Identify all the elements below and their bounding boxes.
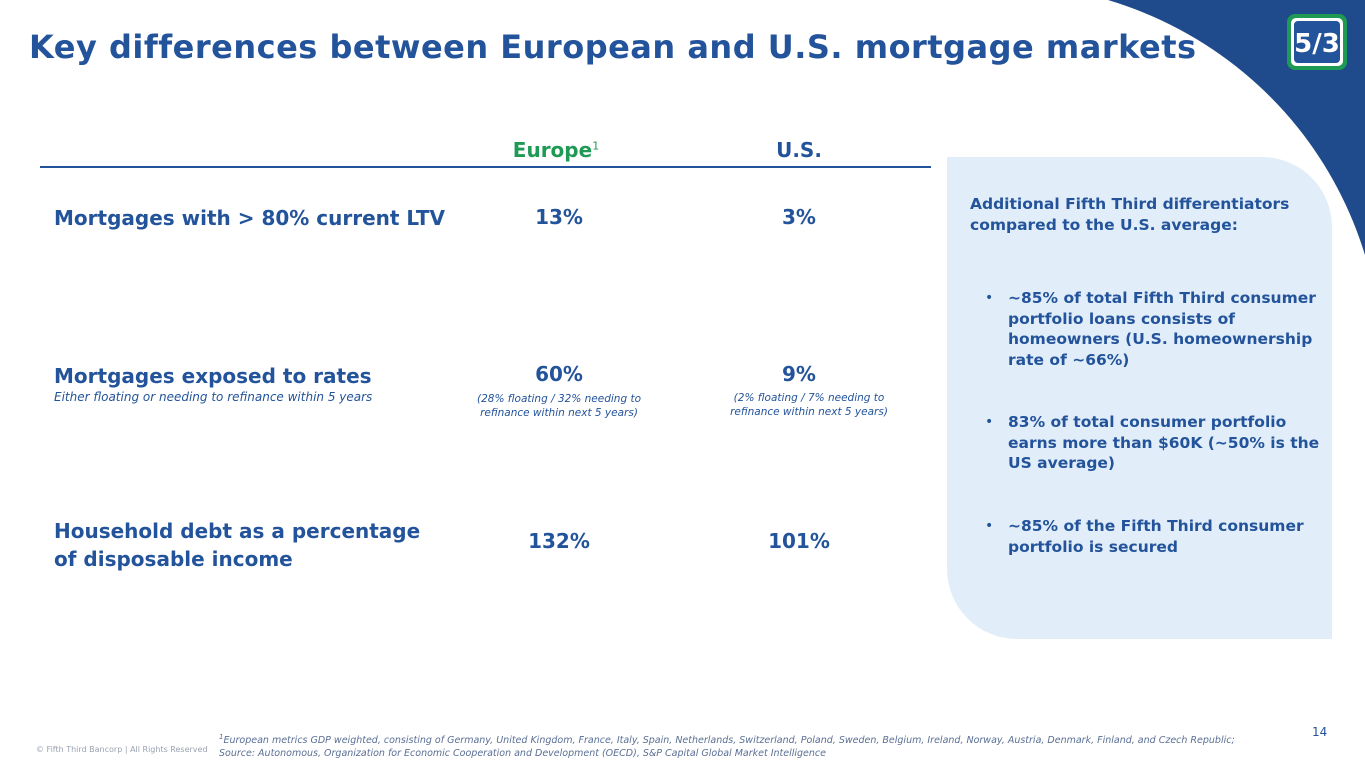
europe-value-rates: 60% <box>535 362 583 386</box>
logo-text: 5/3 <box>1294 29 1340 59</box>
panel-heading: Additional Fifth Third differentiators co… <box>970 195 1290 234</box>
panel-bullet: • 83% of total consumer portfolio earns … <box>985 413 1320 472</box>
row-sublabel-rates: Either floating or needing to refinance … <box>54 390 373 404</box>
europe-value-household-debt: 132% <box>528 529 590 553</box>
row-label-ltv: Mortgages with > 80% current LTV <box>54 206 445 230</box>
us-value-rates: 9% <box>782 362 816 386</box>
panel-bullet: • ~85% of the Fifth Third consumer portf… <box>985 517 1304 556</box>
europe-value-ltv: 13% <box>535 205 583 229</box>
europe-note-rates: (28% floating / 32% needing to refinance … <box>476 393 641 419</box>
differentiators-panel <box>947 157 1332 639</box>
column-header-europe: Europe1 <box>512 138 600 162</box>
us-note-rates: (2% floating / 7% needing to refinance wi… <box>730 392 888 418</box>
column-header-us: U.S. <box>776 138 822 162</box>
bullet-icon: • <box>985 518 994 534</box>
us-value-ltv: 3% <box>782 205 816 229</box>
row-label-rates: Mortgages exposed to rates <box>54 364 372 388</box>
page-number: 14 <box>1312 725 1328 739</box>
footnote: 1European metrics GDP weighted, consisti… <box>219 733 1235 760</box>
copyright-text: © Fifth Third Bancorp | All Rights Reser… <box>36 745 208 754</box>
europe-footnote-marker: 1 <box>592 139 600 153</box>
panel-bullet: • ~85% of total Fifth Third consumer por… <box>985 289 1316 369</box>
header-divider <box>40 166 931 168</box>
row-label-household-debt: Household debt as a percentage of disposa… <box>54 519 421 571</box>
page-title: Key differences between European and U.S… <box>29 28 1197 66</box>
us-value-household-debt: 101% <box>768 529 830 553</box>
bullet-icon: • <box>985 290 994 306</box>
fifth-third-logo: 5/3 <box>1287 14 1347 70</box>
bullet-icon: • <box>985 414 994 430</box>
